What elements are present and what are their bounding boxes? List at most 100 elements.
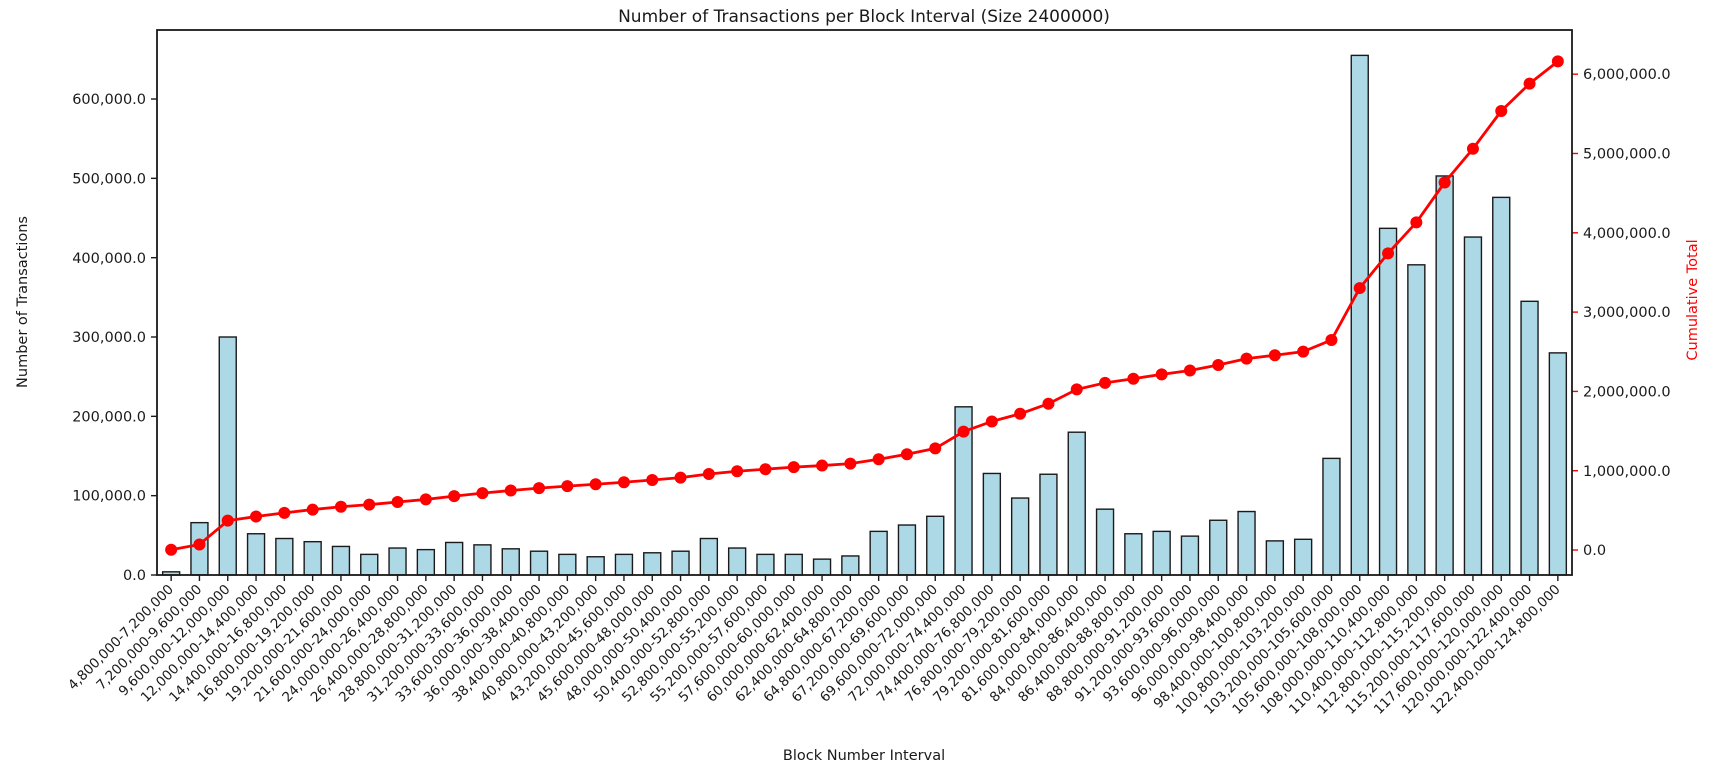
- cumulative-series: [165, 55, 1564, 556]
- transactions-bar: [1378, 227, 1398, 576]
- transactions-bar: [784, 553, 803, 576]
- cumulative-point: [1268, 349, 1281, 362]
- transactions-bar: [897, 524, 917, 576]
- y-axis-label-right: Cumulative Total: [1685, 239, 1701, 360]
- transactions-bar: [1492, 196, 1511, 576]
- y-left-tick-label: 400,000.0: [72, 251, 146, 267]
- transactions-bar: [1293, 538, 1313, 576]
- cumulative-point: [617, 476, 630, 489]
- transactions-bar: [473, 544, 492, 576]
- transactions-bar: [1322, 457, 1341, 576]
- cumulative-point: [476, 487, 489, 500]
- transactions-bar: [501, 548, 520, 576]
- transactions-bar: [529, 550, 549, 576]
- cumulative-point: [1466, 142, 1479, 155]
- transactions-bar: [841, 555, 860, 576]
- cumulative-point: [674, 471, 687, 484]
- cumulative-point: [1382, 247, 1395, 260]
- transactions-bar: [360, 553, 379, 576]
- transactions-bar: [982, 472, 1002, 576]
- transactions-bar: [869, 530, 888, 576]
- transactions-bar: [416, 548, 436, 576]
- transactions-bar: [1407, 264, 1426, 576]
- y-right-tick-label: 4,000,000.0: [1583, 226, 1671, 242]
- transactions-bar: [1124, 533, 1143, 576]
- cumulative-point: [193, 538, 206, 551]
- x-axis-label: Block Number Interval: [783, 748, 945, 764]
- bar-series: [161, 54, 1568, 576]
- cumulative-point: [759, 463, 772, 476]
- transactions-bar: [727, 547, 747, 576]
- cumulative-point: [702, 467, 715, 480]
- transactions-bar: [444, 541, 464, 576]
- transactions-bar: [1237, 510, 1256, 576]
- cumulative-point: [929, 442, 942, 455]
- transactions-bar: [1463, 236, 1483, 576]
- cumulative-point: [250, 510, 263, 523]
- cumulative-point: [1240, 352, 1253, 365]
- transactions-bar: [303, 540, 322, 576]
- cumulative-point: [165, 543, 178, 556]
- cumulative-point: [533, 482, 546, 495]
- cumulative-point: [957, 425, 970, 438]
- transactions-bar: [671, 550, 690, 576]
- cumulative-point: [900, 448, 913, 461]
- cumulative-point: [1523, 77, 1536, 90]
- cumulative-point: [1183, 364, 1196, 377]
- cumulative-point: [787, 461, 800, 474]
- cumulative-point: [844, 457, 857, 470]
- transactions-bar: [218, 336, 237, 576]
- cumulative-point: [1495, 104, 1508, 117]
- transactions-bar: [1095, 508, 1115, 576]
- cumulative-point: [872, 453, 885, 466]
- transactions-bar: [388, 547, 407, 576]
- transactions-bar: [1010, 497, 1030, 576]
- cumulative-point: [419, 493, 432, 506]
- cumulative-point: [1099, 376, 1112, 389]
- cumulative-point: [561, 480, 574, 493]
- transactions-bar: [699, 537, 719, 576]
- transactions-bar: [558, 553, 577, 576]
- y-left-tick-label: 500,000.0: [72, 171, 146, 187]
- cumulative-point: [278, 506, 291, 519]
- chart-title: Number of Transactions per Block Interva…: [618, 7, 1110, 27]
- cumulative-point: [646, 473, 659, 486]
- transactions-bar: [1067, 431, 1086, 576]
- cumulative-point: [504, 484, 517, 497]
- cumulative-point: [391, 495, 404, 508]
- y-left-tick-label: 600,000.0: [72, 92, 146, 108]
- y-left-tick-label: 200,000.0: [72, 409, 146, 425]
- transactions-bar: [1152, 530, 1171, 576]
- cumulative-point: [1212, 358, 1225, 371]
- y-right-tick-label: 0.0: [1583, 543, 1606, 559]
- cumulative-point: [221, 514, 234, 527]
- transactions-bar: [1435, 175, 1454, 576]
- transactions-bar: [926, 515, 945, 576]
- cumulative-point: [816, 459, 829, 472]
- cumulative-point: [1070, 383, 1083, 396]
- y-left-tick-label: 100,000.0: [72, 489, 146, 505]
- transactions-bar: [1520, 300, 1539, 576]
- cumulative-point: [1551, 55, 1564, 68]
- cumulative-point: [731, 465, 744, 478]
- plot-frame: [156, 29, 1573, 576]
- cumulative-point: [1014, 407, 1027, 420]
- cumulative-point: [1353, 282, 1366, 295]
- y-right-tick-label: 5,000,000.0: [1583, 147, 1671, 163]
- y-right-tick-label: 1,000,000.0: [1583, 464, 1671, 480]
- y-right-tick-label: 6,000,000.0: [1583, 67, 1671, 83]
- axis-ticks: 0.0 100,000.0 200,000.0 300,000.0 400,000.0 5…: [65, 67, 1671, 717]
- cumulative-point: [1042, 397, 1055, 410]
- cumulative-point: [1410, 216, 1423, 229]
- transactions-bar: [1548, 352, 1568, 576]
- transactions-bar: [614, 553, 634, 576]
- cumulative-point: [1325, 334, 1338, 347]
- cumulative-point: [306, 503, 319, 516]
- cumulative-point: [589, 478, 602, 491]
- cumulative-point: [1438, 176, 1451, 189]
- cumulative-point: [1297, 345, 1310, 358]
- transactions-bar: [1265, 540, 1285, 576]
- cumulative-line: [170, 60, 1559, 552]
